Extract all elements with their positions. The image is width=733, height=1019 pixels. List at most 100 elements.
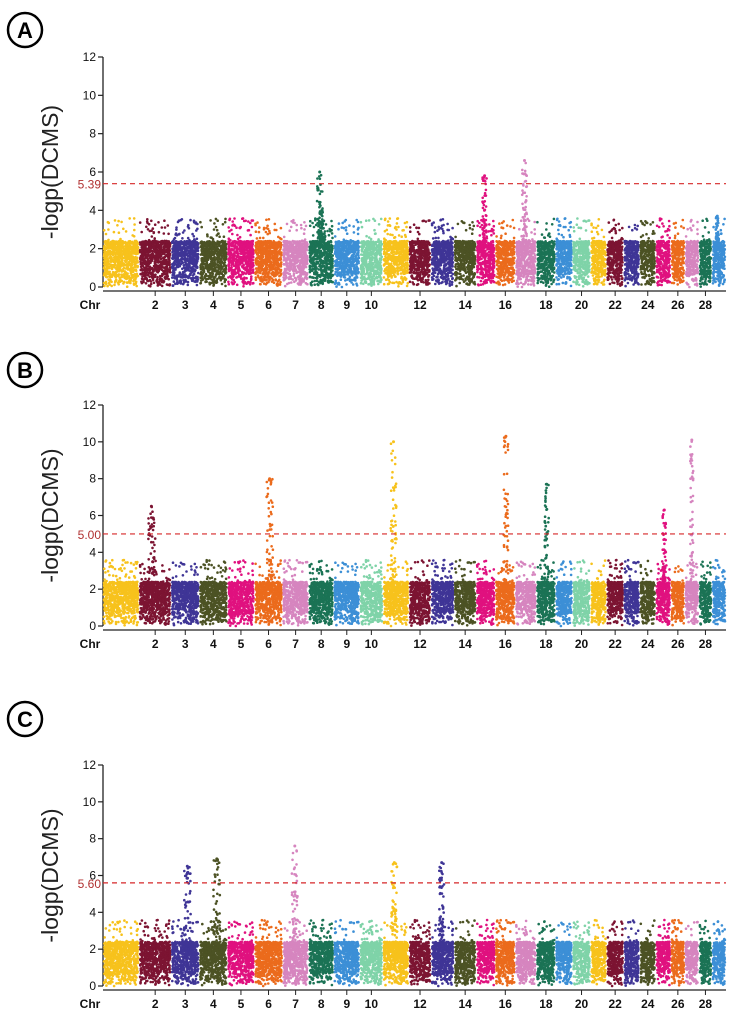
snp-point (242, 285, 245, 288)
snp-point (121, 269, 124, 272)
snp-point (216, 256, 219, 259)
snp-point (213, 260, 216, 263)
snp-point (225, 265, 228, 268)
snp-point (176, 275, 179, 278)
snp-point (135, 245, 138, 248)
snp-point (142, 245, 145, 248)
snp-point (163, 246, 166, 249)
snp-point (213, 228, 216, 231)
snp-point (197, 253, 200, 256)
snp-point (215, 263, 218, 266)
snp-point (144, 245, 147, 248)
snp-point (249, 234, 252, 237)
snp-point (115, 250, 118, 253)
snp-point (192, 274, 195, 277)
snp-point (189, 219, 192, 222)
snp-point (220, 268, 223, 271)
snp-point (213, 267, 216, 270)
snp-point (220, 248, 223, 251)
snp-point (161, 240, 164, 243)
snp-point (163, 280, 166, 283)
snp-point (139, 249, 142, 252)
snp-point (154, 268, 157, 271)
snp-point (160, 266, 163, 269)
snp-point (104, 248, 107, 251)
snp-point (114, 280, 117, 283)
snp-point (224, 221, 227, 224)
snp-point (224, 285, 227, 288)
snp-point (140, 257, 143, 260)
snp-point (218, 276, 221, 279)
snp-point (196, 228, 199, 231)
snp-point (154, 273, 157, 276)
snp-point (231, 220, 234, 223)
snp-point (187, 237, 190, 240)
snp-point (119, 260, 122, 263)
snp-point (217, 253, 220, 256)
snp-point (247, 229, 250, 232)
snp-point (124, 257, 127, 260)
snp-point (152, 253, 155, 256)
snp-point (176, 264, 179, 267)
snp-point (116, 260, 119, 263)
snp-point (200, 282, 203, 285)
snp-point (132, 270, 135, 273)
snp-point (247, 220, 250, 223)
snp-point (167, 233, 170, 236)
snp-point (200, 226, 203, 229)
snp-point (225, 271, 228, 274)
snp-point (224, 256, 227, 259)
snp-point (163, 272, 166, 275)
snp-point (168, 240, 171, 243)
points (103, 159, 726, 288)
snp-point (197, 272, 200, 275)
snp-point (154, 264, 157, 267)
snp-point (145, 226, 148, 229)
snp-point (103, 229, 106, 232)
snp-point (105, 283, 108, 286)
snp-point (164, 277, 167, 280)
snp-point (212, 270, 215, 273)
snp-point (145, 250, 148, 253)
snp-point (124, 273, 127, 276)
snp-point (216, 247, 219, 250)
snp-point (172, 258, 175, 261)
snp-point (183, 246, 186, 249)
snp-point (171, 241, 174, 244)
snp-point (249, 283, 252, 286)
snp-point (149, 247, 152, 250)
snp-point (128, 254, 131, 257)
snp-point (114, 275, 117, 278)
snp-point (114, 219, 117, 222)
snp-point (182, 283, 185, 286)
snp-point (110, 264, 113, 267)
snp-point (213, 278, 216, 281)
snp-point (121, 244, 124, 247)
snp-point (141, 272, 144, 275)
snp-point (160, 258, 163, 261)
snp-point (174, 277, 177, 280)
snp-point (205, 263, 208, 266)
snp-point (104, 240, 107, 243)
snp-point (104, 252, 107, 255)
snp-point (107, 240, 110, 243)
snp-point (202, 269, 205, 272)
snp-point (105, 233, 108, 236)
snp-point (191, 233, 194, 236)
snp-point (133, 223, 136, 226)
snp-point (135, 253, 138, 256)
snp-point (219, 250, 222, 253)
snp-point (211, 247, 214, 250)
snp-point (223, 281, 226, 284)
snp-point (119, 250, 122, 253)
snp-point (113, 231, 116, 234)
snp-point (179, 251, 182, 254)
snp-point (117, 220, 120, 223)
snp-point (110, 245, 113, 248)
chr-4-points (199, 218, 228, 288)
snp-point (208, 250, 211, 253)
snp-point (156, 278, 159, 281)
snp-point (163, 259, 166, 262)
snp-point (244, 281, 247, 284)
snp-point (188, 259, 191, 262)
